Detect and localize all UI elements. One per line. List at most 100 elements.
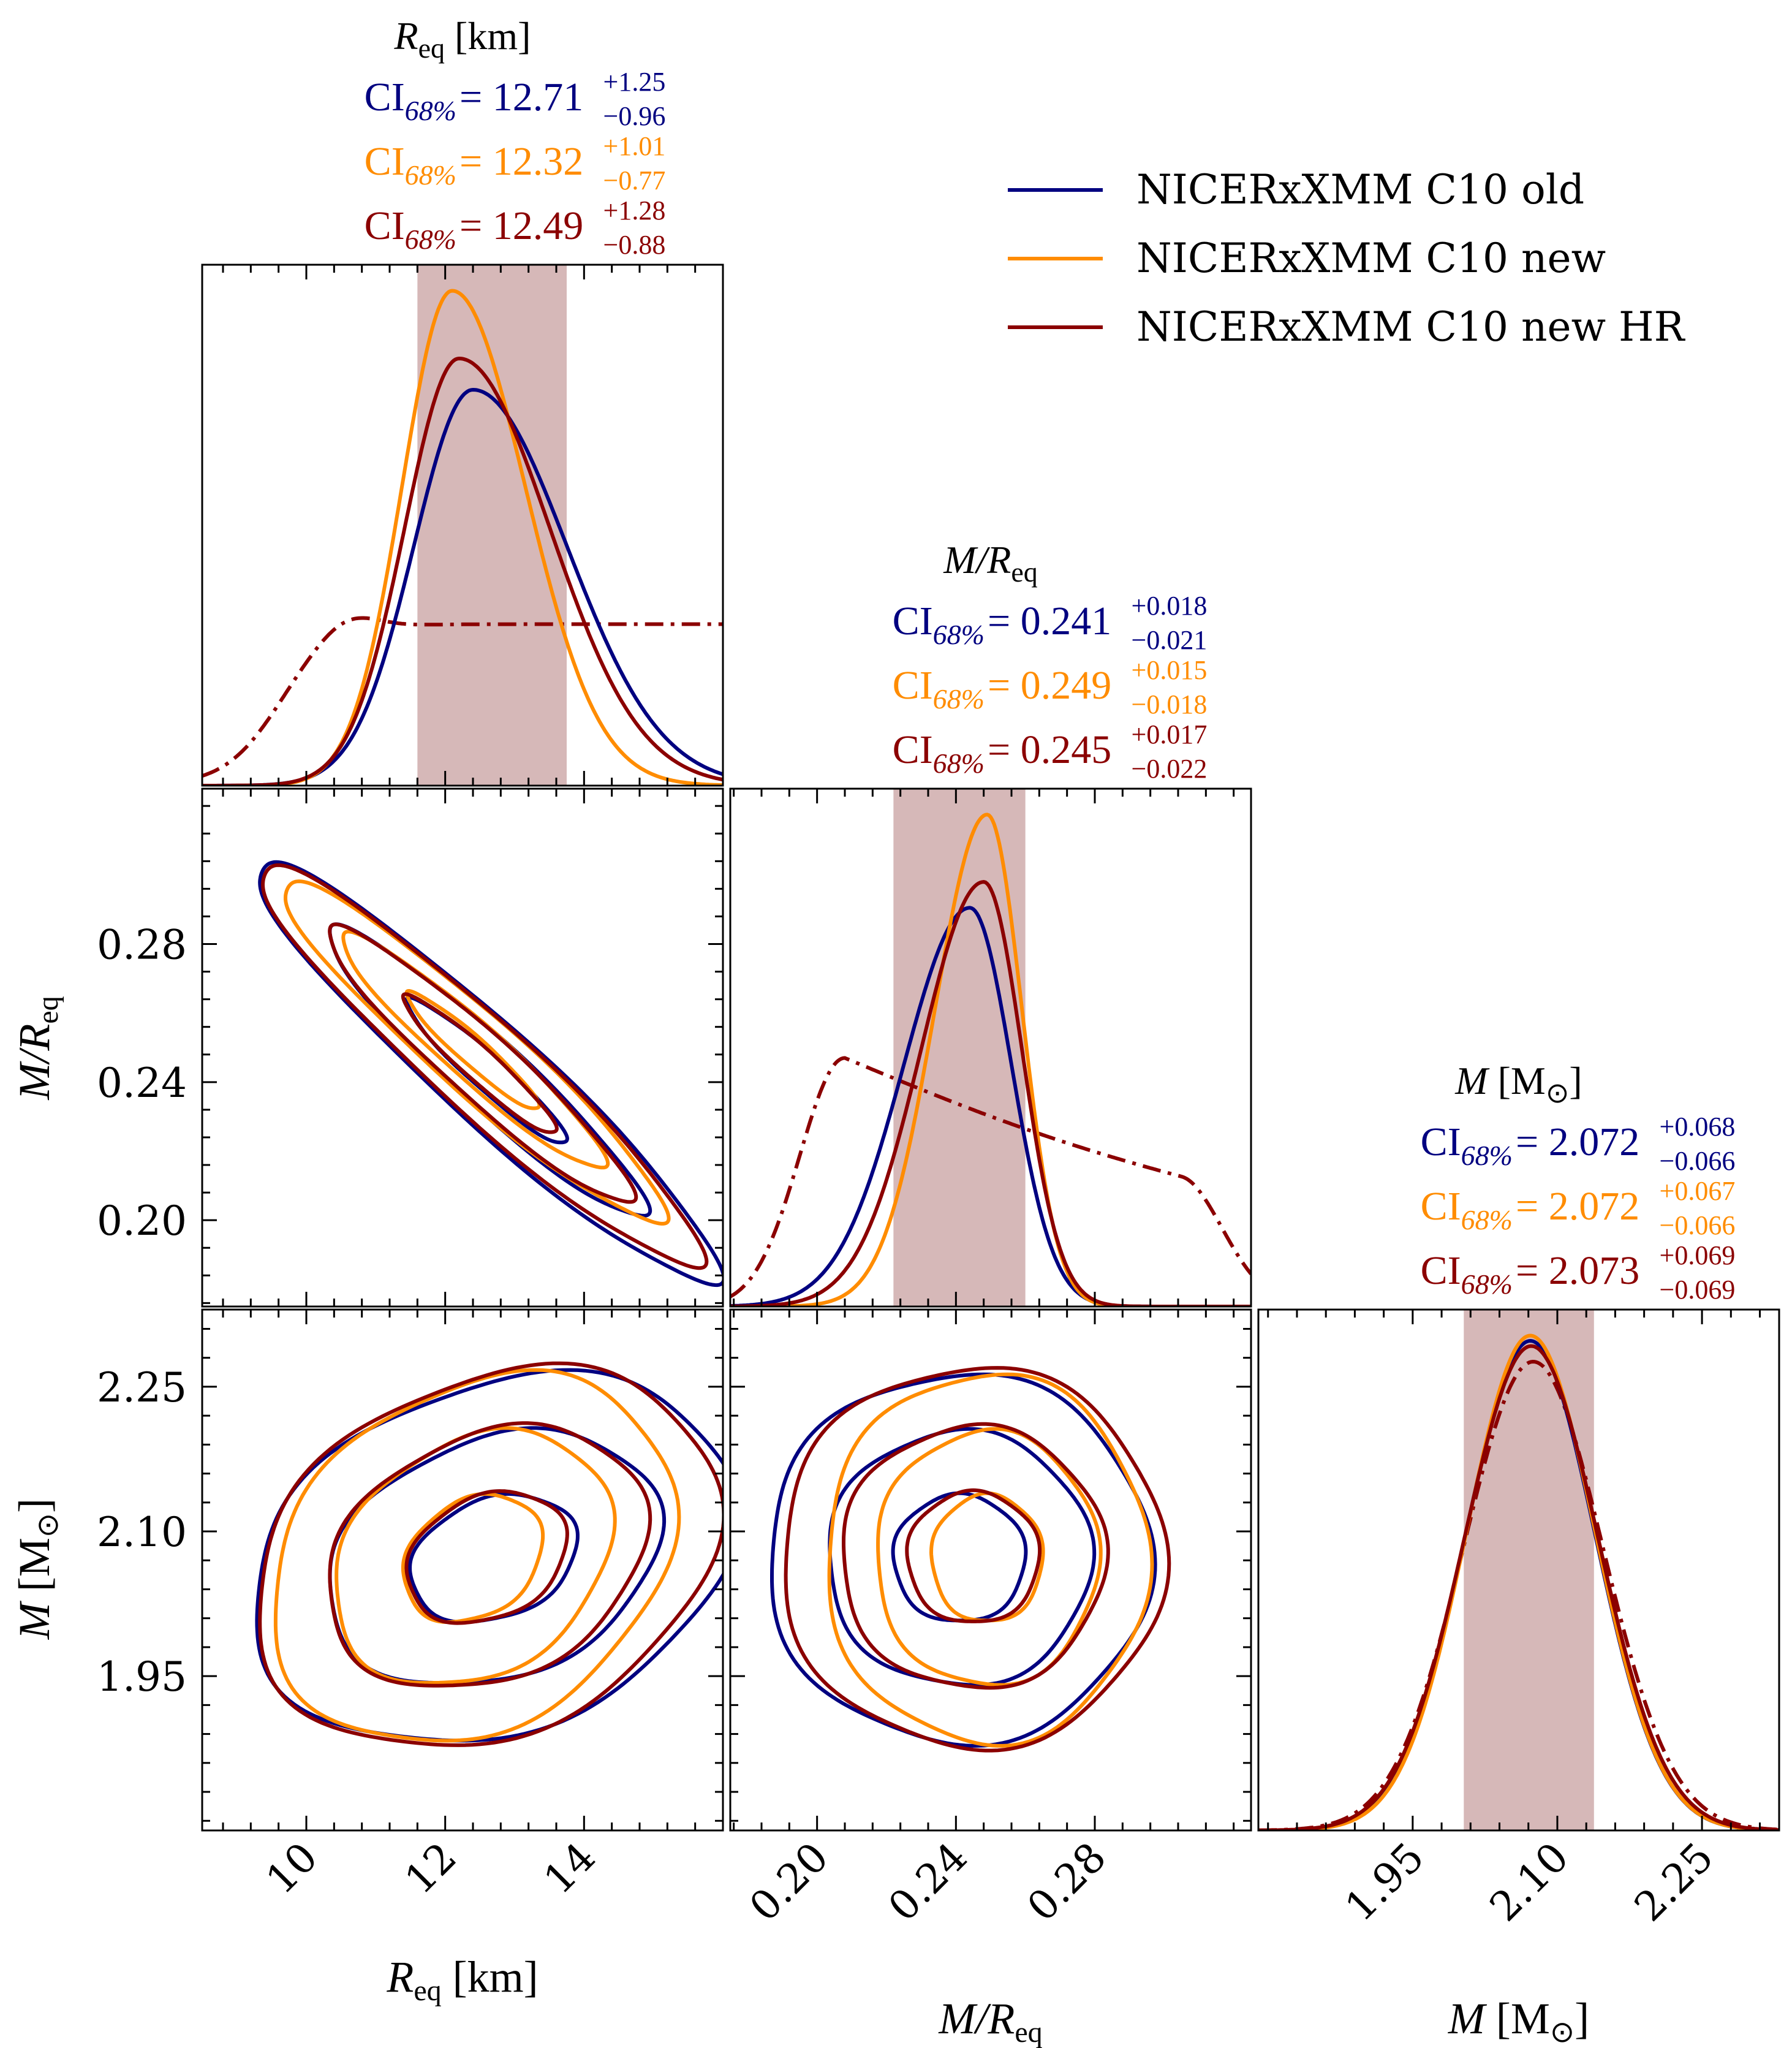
ci-label: CI [893,599,933,643]
ci-value-new: = 0.249 [988,663,1111,708]
y-axis-mr-sub: eq [32,996,64,1023]
param-title: Req [km] [394,14,531,64]
contour-new_hr [905,1488,1042,1623]
x-tick-label: 0.24 [879,1834,976,1930]
ci-plus-old: +0.018 [1132,591,1208,621]
contour-new [273,1368,681,1743]
contour-new_hr [328,922,638,1204]
x-tick-label: 2.25 [1625,1834,1722,1930]
contour-new_hr [260,863,709,1270]
param-title: M [M⊙] [1454,1059,1582,1109]
ci-value-new: = 12.32 [459,139,583,184]
ci-left-new: CI68% [365,139,456,191]
ci-left-new: CI68% [893,663,985,715]
contour-new_hr [842,1422,1110,1690]
marginal-curve-old [730,906,1251,1307]
ci-left-old: CI68% [365,75,456,126]
contour-new_hr [404,1489,569,1625]
contour-old [408,1492,580,1624]
y-axis-m-label: M [M⊙] [10,1498,64,1640]
y-axis-mr: M/Req [10,996,64,1100]
contour-panel-mr_vs_req [258,860,723,1288]
y-axis-m-main: M [10,1600,59,1640]
title-unit: [km] [445,14,531,58]
x-tick-label: 0.28 [1018,1834,1115,1930]
ci-sub: 68% [933,748,985,779]
ci-minus-old: −0.066 [1660,1146,1736,1176]
contour-old [258,860,723,1288]
marginal-curve-new_hr [1258,1344,1779,1830]
contour-old [328,922,652,1218]
ci-plus-new_hr: +1.28 [603,195,666,226]
ci-plus-new_hr: +0.069 [1660,1240,1736,1270]
contour-old [891,1491,1028,1623]
ci-sub: 68% [405,95,456,126]
x-axis-req-label: Req [km] [386,1952,538,2007]
ci-plus-new: +0.015 [1132,655,1208,685]
ci-label: CI [365,139,405,184]
panel-frame [201,787,724,1308]
x-axis-m-unit-sub: ⊙ [1550,2016,1575,2048]
legend-label-old: NICERxXMM C10 old [1136,166,1584,213]
marginal-curve-new [1258,1333,1779,1830]
ci-minus-old: −0.021 [1132,625,1208,655]
contour-new [341,930,610,1170]
ci-band [893,789,1026,1307]
contour-new [401,1492,545,1624]
ci-sub: 68% [1461,1204,1513,1235]
y-axis-m: M [M⊙] [10,1498,64,1640]
y-tick-label: 1.95 [97,1653,187,1701]
ci-plus-new: +1.01 [603,131,666,161]
ci-label: CI [1421,1184,1461,1229]
ci-sub: 68% [933,683,985,715]
x-axis-m-main: M [1448,1994,1488,2043]
x-axis-m-unit: [M [1485,1994,1550,2043]
ci-minus-new: −0.066 [1660,1210,1736,1240]
title-main: R [394,14,418,58]
ci-label: CI [1421,1120,1461,1164]
y-tick-label: 0.24 [97,1060,187,1107]
ci-sub: 68% [933,619,985,650]
y-axis-mr-main: M/R [10,1024,59,1101]
x-tick-label: 12 [396,1834,466,1903]
ci-sub: 68% [1461,1269,1513,1300]
ci-minus-new: −0.018 [1132,689,1208,719]
y-axis-m-unit: [M [10,1538,59,1602]
ci-label: CI [893,663,933,708]
ci-plus-old: +0.068 [1660,1112,1736,1142]
x-axis-m-label: M [M⊙] [1448,1994,1589,2048]
contour-old [828,1427,1097,1687]
contour-new [404,989,542,1110]
y-tick-label: 0.28 [97,922,187,969]
ci-minus-new: −0.77 [603,165,666,195]
y-axis-m-unit-end: ] [10,1498,59,1513]
title-main: M [1454,1059,1490,1102]
ci-label: CI [1421,1248,1461,1293]
title-unit-sub: ⊙ [1546,1077,1570,1109]
ci-value-new_hr: = 2.073 [1516,1248,1639,1293]
ci-label: CI [365,203,405,248]
contour-new_hr [258,1361,723,1747]
panel-frame [201,1308,724,1832]
ci-left-new: CI68% [1421,1184,1513,1235]
x-axis-mr-sub: eq [1015,2016,1042,2048]
panel-frame [729,787,1252,1308]
ci-minus-new_hr: −0.022 [1132,754,1208,784]
param-title: M/Req [943,538,1038,588]
ci-plus-new: +0.067 [1660,1176,1736,1206]
y-axis-mr-label: M/Req [10,996,64,1100]
y-tick-label: 2.25 [97,1364,187,1411]
x-axis-m-unit-end: ] [1575,1994,1589,2043]
x-tick-label: 1.95 [1336,1834,1433,1930]
x-axis-mr-label: M/Req [938,1994,1042,2048]
contour-old [770,1372,1157,1748]
contour-old [404,995,569,1145]
x-axis-req-unit: [km] [442,1952,539,2001]
ci-value-old: = 0.241 [988,599,1111,643]
legend-label-new: NICERxXMM C10 new [1136,235,1606,282]
ci-label: CI [893,727,933,772]
